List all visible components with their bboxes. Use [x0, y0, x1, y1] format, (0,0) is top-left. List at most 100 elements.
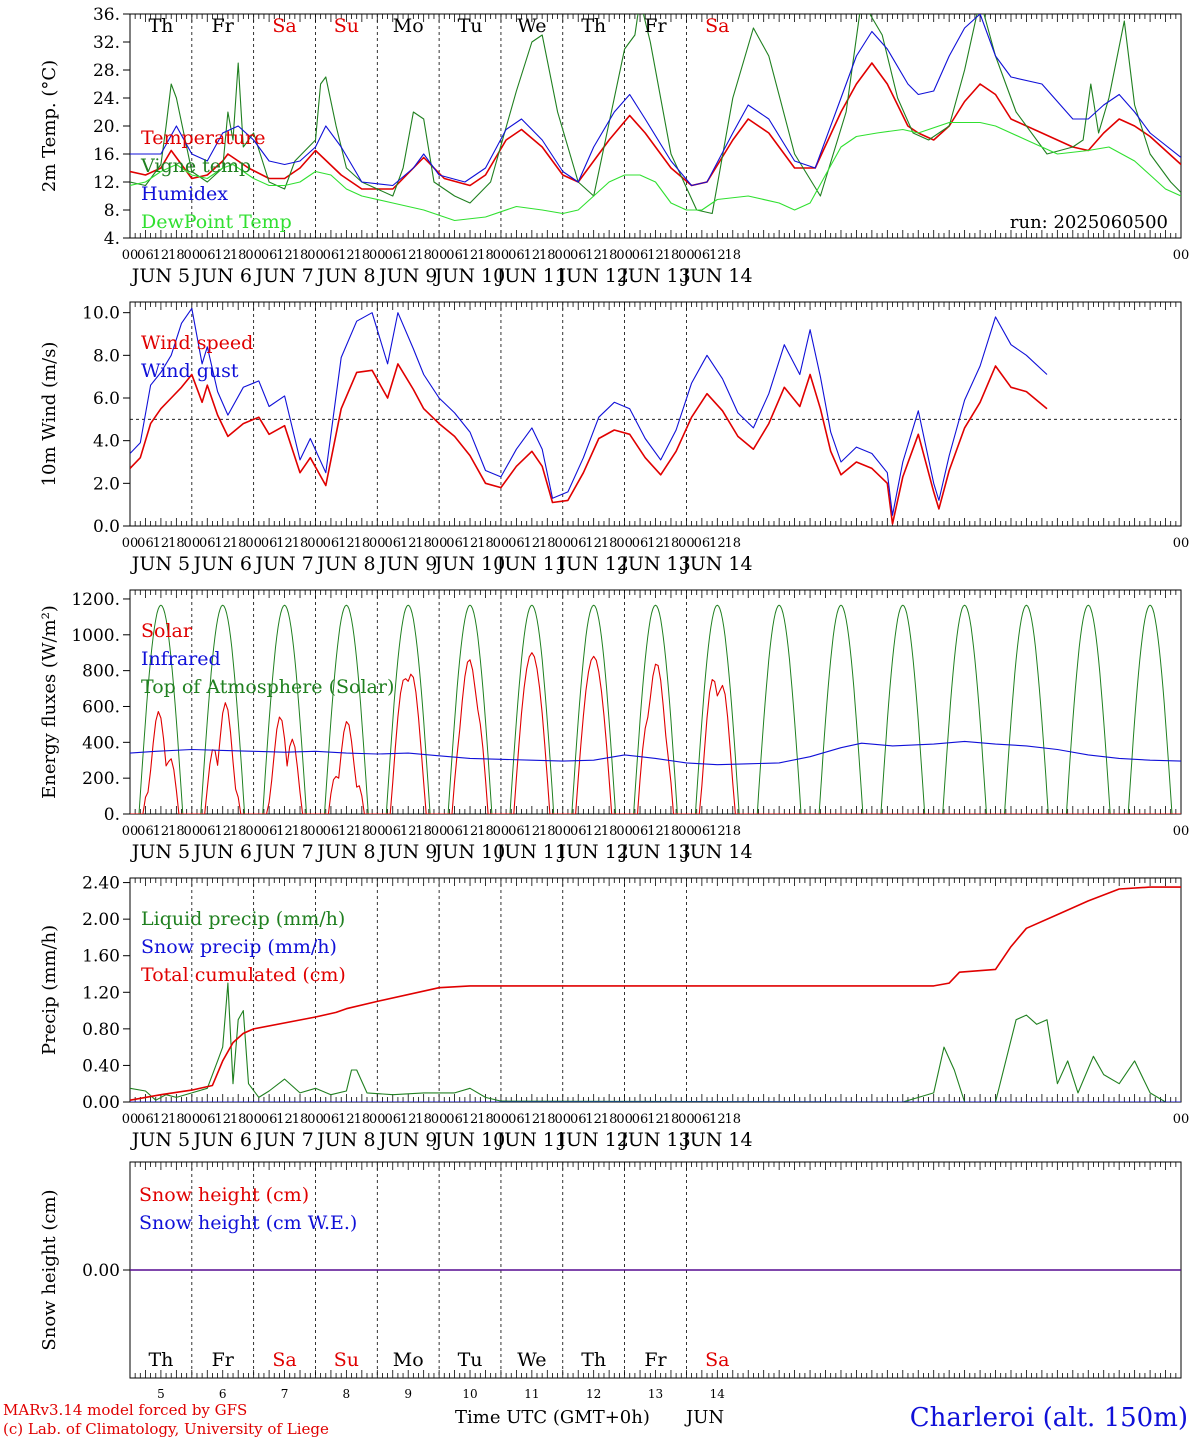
series-total-cumulated-cm- [130, 886, 1181, 1101]
hour-tick-label: 18 [292, 248, 309, 263]
date-label: JUN 6 [192, 841, 252, 863]
hour-tick-label: 18 [354, 248, 371, 263]
hour-tick-label: 12 [462, 824, 479, 839]
legend: Liquid precip (mm/h) Snow precip (mm/h) To… [141, 908, 346, 986]
y-tick-label: 4.0 [93, 432, 120, 452]
date-label: JUN 8 [315, 265, 375, 287]
y-axis: 0. 200. 400. 600. 800. 1000. 1200. Energy fluxe… [39, 590, 130, 825]
series-vigne-temp [130, 14, 1181, 215]
hour-tick-label: 00 [307, 1112, 324, 1127]
day-number: 12 [586, 1387, 601, 1401]
hour-tick-label: 12 [524, 248, 541, 263]
date-label: JUN 10 [433, 553, 505, 575]
hour-tick-label: 12 [585, 1112, 602, 1127]
hour-tick-label: 18 [663, 248, 680, 263]
series-infrared [130, 740, 1181, 766]
hour-tick-label: 00 [431, 248, 448, 263]
hour-tick-label: 00 [493, 536, 510, 551]
day-number: 5 [157, 1387, 165, 1401]
legend-entry: Snow precip (mm/h) [141, 936, 337, 958]
hour-tick-label: 18 [477, 536, 494, 551]
day-name: Su [334, 15, 359, 37]
hour-tick-label: 00 [122, 1112, 139, 1127]
y-axis: 0.00 Snow height (cm) [39, 1189, 130, 1351]
date-label: JUN 13 [618, 553, 690, 575]
date-label: JUN 6 [192, 265, 252, 287]
bottom-axis-label: Time UTC (GMT+0h) [455, 1407, 650, 1428]
hour-tick-label: 12 [462, 248, 479, 263]
panel-frame [129, 13, 1182, 239]
y-axis-label: 10m Wind (m/s) [39, 342, 60, 487]
hour-tick-label: 18 [539, 824, 556, 839]
footer-model-credit: MARv3.14 model forced by GFS [3, 1401, 247, 1419]
date-label: JUN 9 [377, 1129, 437, 1151]
panel-frame [129, 301, 1182, 527]
day-separators [191, 878, 687, 1102]
hour-tick-label: 12 [276, 248, 293, 263]
y-axis: 4. 8. 12. 16. 20. 24. 28. 32. 36. 2m Temp. (°C) [39, 5, 130, 249]
series-wind-gust [130, 307, 1048, 516]
hour-tick-label: 00 [307, 824, 324, 839]
hour-tick-label: 00 [1173, 1112, 1190, 1127]
day-name: Th [581, 1349, 606, 1371]
hour-tick-label: 12 [153, 1112, 170, 1127]
hour-tick-label: 06 [694, 248, 711, 263]
x-minor-ticks [129, 302, 1182, 526]
hour-tick-label: 18 [292, 824, 309, 839]
hour-tick-label: 18 [168, 248, 185, 263]
hour-tick-label: 18 [230, 1112, 247, 1127]
legend-entry: Top of Atmosphere (Solar) [141, 676, 394, 698]
hour-tick-label: 18 [539, 536, 556, 551]
panel-3: 0. 200. 400. 600. 800. 1000. 1200. Energy fluxe… [39, 589, 1189, 863]
date-label: JUN 12 [556, 265, 628, 287]
hour-tick-label: 12 [338, 824, 355, 839]
hour-tick-label: 18 [230, 536, 247, 551]
legend-entry: Snow height (cm W.E.) [139, 1212, 357, 1234]
hour-tick-label: 06 [323, 536, 340, 551]
date-label: JUN 10 [433, 841, 505, 863]
hour-tick-label: 06 [508, 248, 525, 263]
hour-tick-label: 06 [446, 536, 463, 551]
day-name: Th [148, 15, 173, 37]
hour-tick-label: 12 [276, 536, 293, 551]
date-label: JUN 8 [315, 841, 375, 863]
hour-tick-label: 12 [709, 1112, 726, 1127]
date-label: JUN 10 [433, 265, 505, 287]
y-tick-label: 32. [93, 33, 120, 53]
y-tick-label: 6.0 [93, 389, 120, 409]
date-label: JUN 13 [618, 1129, 690, 1151]
panel-2: 0.0 2.0 4.0 6.0 8.0 10.0 10m Wind (m/s) Wind sp… [39, 301, 1190, 575]
y-tick-label: 28. [93, 61, 120, 81]
y-tick-label: 600. [82, 697, 120, 717]
hour-tick-label: 06 [261, 824, 278, 839]
day-name: Sa [705, 1349, 729, 1371]
y-tick-label: 200. [82, 769, 120, 789]
legend-entry: Total cumulated (cm) [141, 964, 346, 986]
day-number: 7 [281, 1387, 289, 1401]
hour-tick-label: 06 [323, 824, 340, 839]
hour-tick-label: 06 [694, 824, 711, 839]
date-label: JUN 14 [680, 265, 752, 287]
hour-tick-label: 18 [477, 248, 494, 263]
hour-tick-label: 00 [307, 248, 324, 263]
legend-entry: Wind gust [141, 360, 239, 382]
y-axis-label: Snow height (cm) [39, 1189, 60, 1350]
hour-tick-label: 00 [184, 824, 201, 839]
hour-tick-label: 00 [616, 536, 633, 551]
hour-tick-label: 18 [415, 1112, 432, 1127]
hour-tick-label: 12 [524, 824, 541, 839]
hour-tick-label: 06 [508, 824, 525, 839]
hour-tick-label: 00 [493, 248, 510, 263]
plot-area [130, 604, 1181, 814]
hour-tick-label: 00 [1173, 536, 1190, 551]
date-label: JUN 11 [495, 1129, 567, 1151]
hour-tick-label: 18 [415, 248, 432, 263]
y-tick-label: 0. [104, 805, 120, 825]
series-solar [130, 652, 1181, 814]
hour-tick-label: 18 [168, 824, 185, 839]
hour-tick-label: 00 [122, 536, 139, 551]
date-label: JUN 7 [253, 1129, 313, 1151]
hour-tick-label: 00 [245, 536, 262, 551]
